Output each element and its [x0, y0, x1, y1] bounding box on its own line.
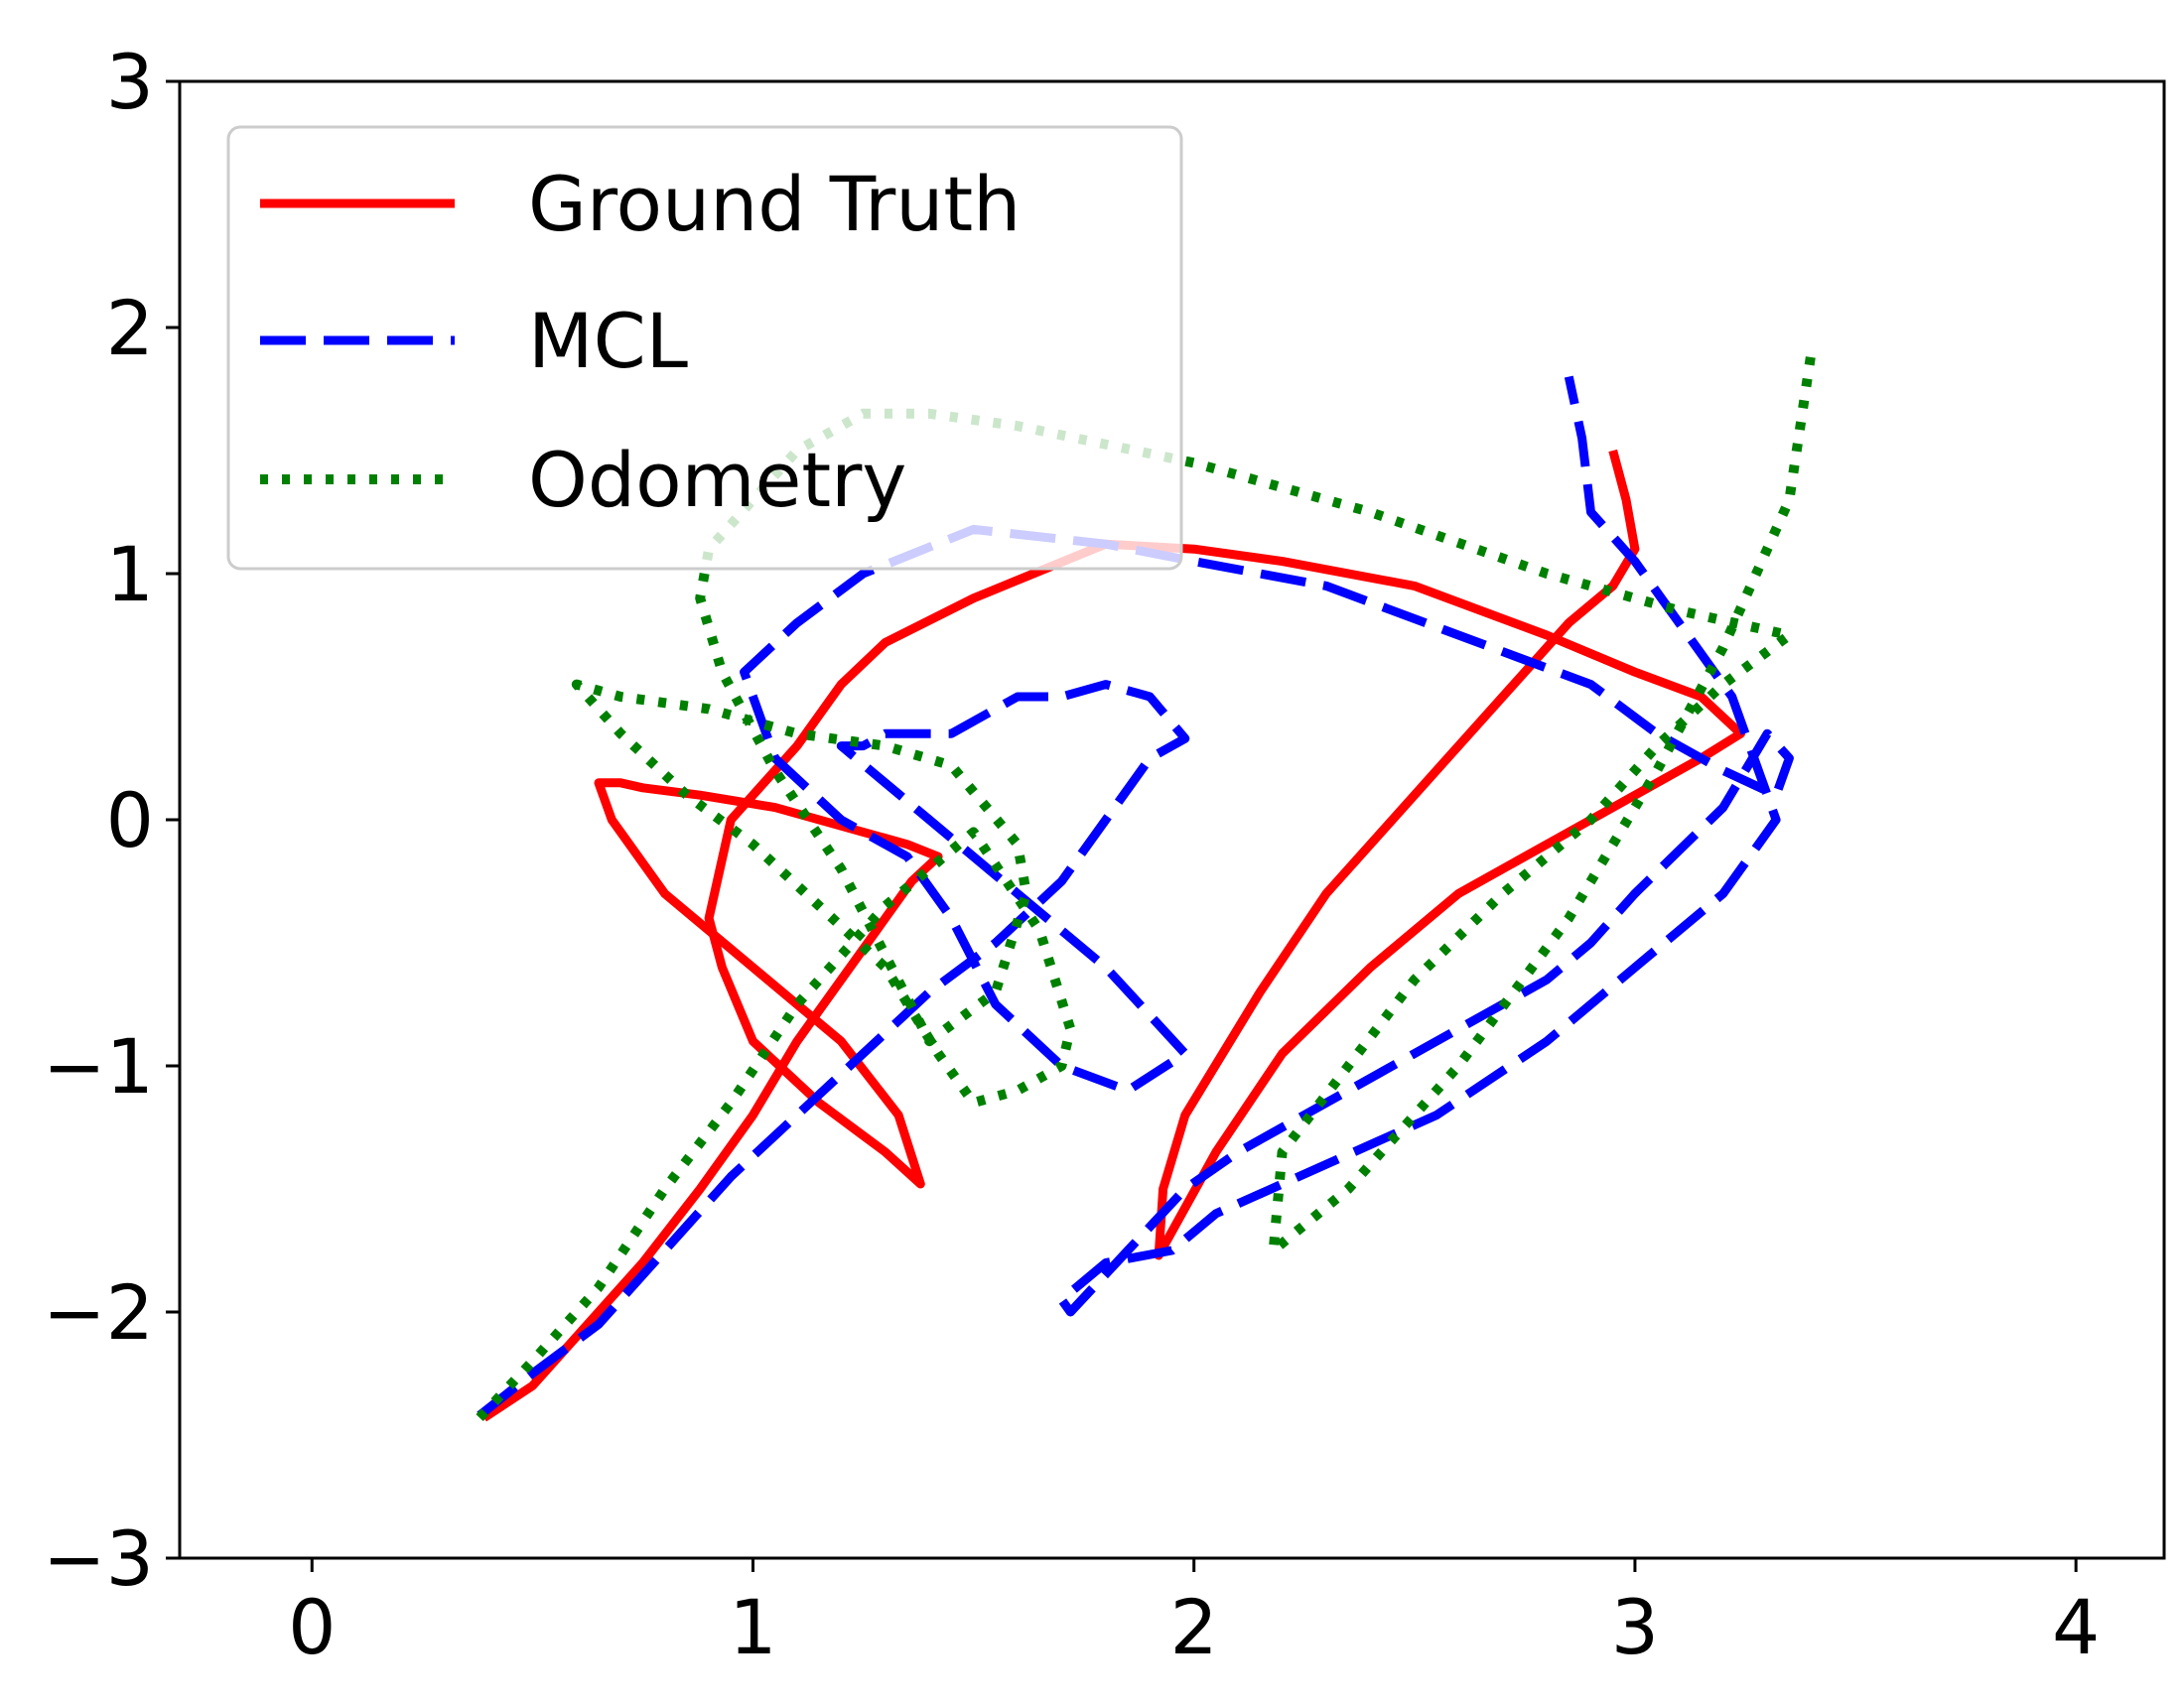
series-line-odometry	[476, 351, 1817, 1422]
axes-layer: 0 1 2 3 4 −3 −2 −1 0 1 2 3	[43, 38, 2166, 1671]
y-tick-label: 1	[106, 530, 154, 618]
y-tick-label: 0	[106, 776, 154, 864]
y-tick-label: −2	[43, 1268, 154, 1357]
legend-label-odometry: Odometry	[528, 436, 906, 524]
x-tick-label: 3	[1611, 1583, 1659, 1671]
legend: Ground Truth MCL Odometry	[226, 125, 1183, 571]
x-tick-label: 1	[729, 1583, 776, 1671]
y-tick-label: −1	[43, 1022, 154, 1111]
y-tick-label: 3	[106, 38, 154, 126]
x-tick-label: 2	[1170, 1583, 1218, 1671]
y-tick-label: −3	[43, 1514, 154, 1603]
legend-box	[226, 125, 1183, 571]
legend-label-ground-truth: Ground Truth	[528, 160, 1021, 248]
y-tick-label: 2	[106, 284, 154, 372]
legend-label-mcl: MCL	[528, 297, 688, 385]
x-tick-label: 4	[2052, 1583, 2100, 1671]
x-tick-label: 0	[288, 1583, 336, 1671]
